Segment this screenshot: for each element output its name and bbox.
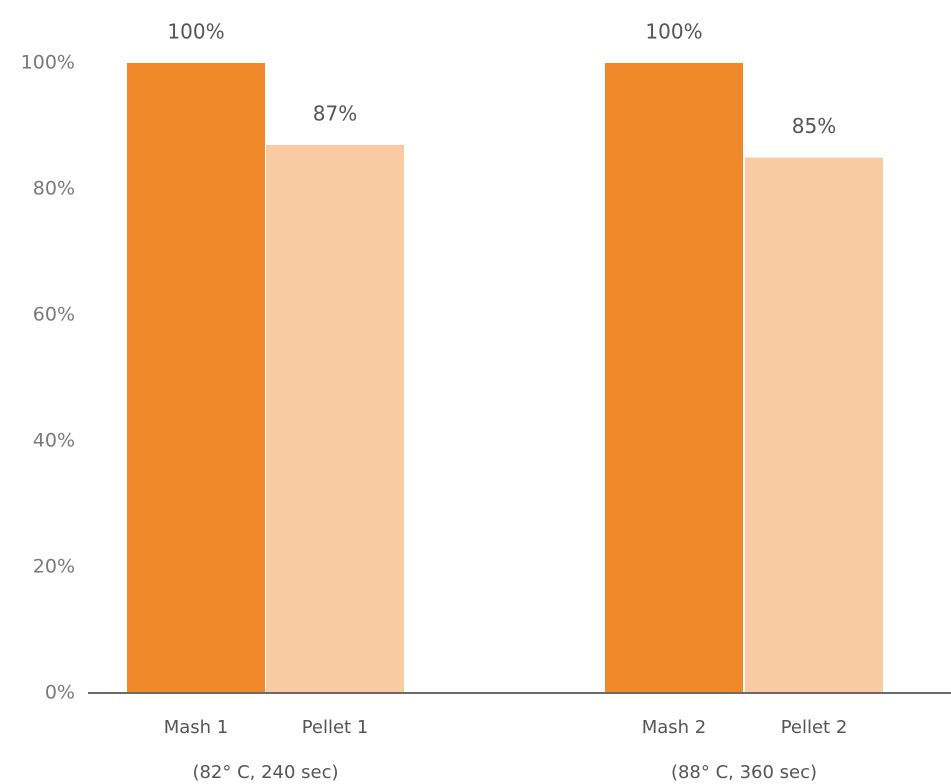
data-label: 100% (167, 20, 224, 44)
y-tick-label: 40% (33, 430, 75, 452)
bar (745, 157, 883, 693)
data-label: 87% (313, 101, 357, 125)
y-tick-label: 60% (33, 304, 75, 326)
group-label: (82° C, 240 sec) (192, 762, 338, 783)
y-tick-label: 100% (21, 52, 75, 74)
x-tick-label: Pellet 2 (781, 717, 848, 738)
x-tick-label: Pellet 1 (302, 717, 369, 738)
group-label: (88° C, 360 sec) (671, 762, 817, 783)
y-tick-label: 20% (33, 556, 75, 578)
data-label: 85% (792, 114, 836, 138)
bar (127, 63, 265, 693)
bar (605, 63, 743, 693)
x-tick-label: Mash 1 (164, 717, 229, 738)
bar (266, 144, 404, 693)
y-tick-label: 80% (33, 178, 75, 200)
y-tick-label: 0% (45, 682, 75, 704)
data-label: 100% (645, 20, 702, 44)
x-tick-label: Mash 2 (642, 717, 707, 738)
